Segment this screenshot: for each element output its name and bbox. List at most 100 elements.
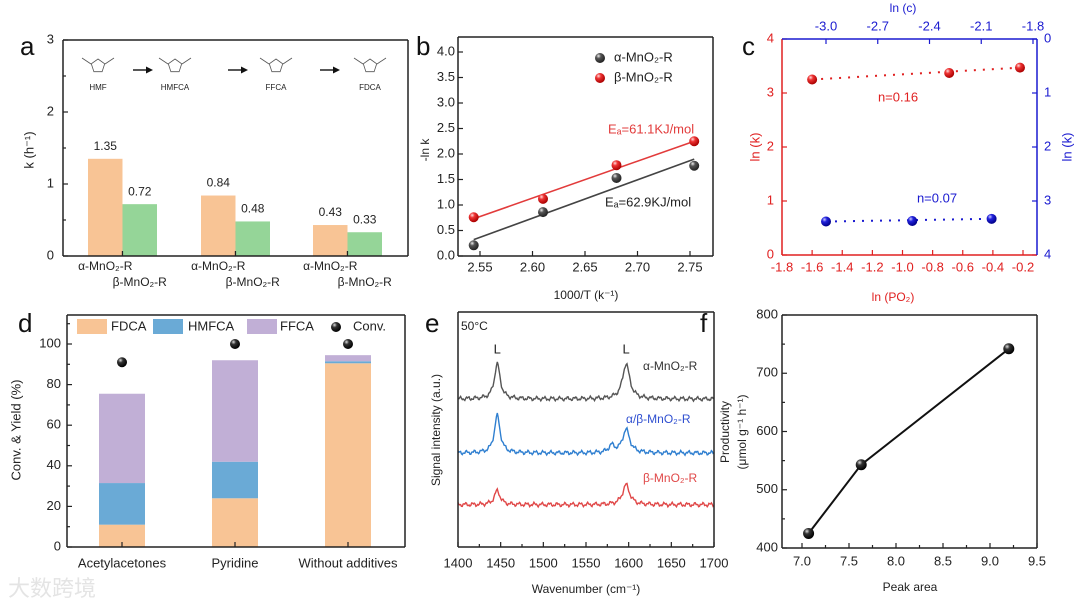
y-tick-label: 400 [756, 539, 778, 554]
peak-label: L [494, 341, 501, 356]
right-tick-label: 4 [1044, 246, 1051, 261]
y-tick-label: 0 [47, 247, 54, 262]
bond [282, 57, 293, 65]
y-axis-title: -ln k [418, 138, 432, 162]
fit-line [473, 158, 695, 241]
y-tick-label: 1 [47, 175, 54, 190]
bar [201, 195, 236, 256]
x-tick-label: 7.0 [793, 553, 811, 568]
series-label: β-MnO₂-R [643, 471, 698, 485]
top-tick-label: -2.7 [867, 18, 889, 33]
legend-label: HMFCA [188, 318, 235, 333]
activation-energy-label: Eₐ=62.9KJ/mol [605, 194, 691, 209]
data-point [821, 216, 831, 227]
data-point [1014, 62, 1025, 73]
data-point [689, 160, 700, 171]
series-label: α/β-MnO₂-R [626, 412, 691, 426]
spectrum-line [457, 482, 715, 509]
y-tick-label: 60 [47, 417, 61, 432]
temperature-label: 50°C [461, 319, 488, 333]
x-tick-label: 2.60 [520, 259, 545, 274]
y-tick-label: 0 [54, 538, 61, 553]
right-tick-label: 2 [1044, 138, 1051, 153]
bar-value-label: 0.48 [241, 202, 265, 216]
bar-value-label: 0.33 [353, 212, 377, 226]
top-tick-label: -2.1 [970, 18, 992, 33]
legend-marker [595, 53, 605, 63]
reaction-order-label: n=0.16 [878, 89, 918, 104]
arrow-head-icon [146, 66, 153, 74]
y-tick-label: 1 [767, 192, 774, 207]
y-axis-title: Signal intensity (a.u.) [429, 374, 443, 486]
x-tick-label: 1550 [572, 555, 601, 570]
bar [122, 204, 157, 256]
y-tick-label: 3.5 [437, 69, 455, 84]
x-tick-label: α-MnO₂-R [191, 259, 246, 273]
bar-value-label: 0.43 [319, 205, 343, 219]
x-tick-label: -0.8 [921, 259, 943, 274]
y-axis-title: Productivity [718, 401, 732, 463]
bar-value-label: 0.84 [207, 176, 231, 190]
legend-swatch [77, 319, 107, 334]
series-line [807, 348, 1010, 535]
y-tick-label: 3.0 [437, 94, 455, 109]
furan-ring-icon [167, 58, 183, 73]
y-tick-label: 0 [767, 246, 774, 261]
y-tick-label: 3 [767, 84, 774, 99]
arrow-head-icon [241, 66, 248, 74]
x-axis-title: 1000/T (k⁻¹) [554, 288, 619, 302]
stacked-bar-segment [212, 360, 258, 462]
y-axis-unit: (μmol g⁻¹ h⁻¹) [735, 395, 749, 470]
data-point [468, 212, 479, 223]
y-tick-label: 2.0 [437, 145, 455, 160]
data-point [1003, 343, 1015, 355]
data-point [611, 172, 622, 183]
y-tick-label: 0.5 [437, 222, 455, 237]
stacked-bar-segment [212, 461, 258, 499]
x-tick-label: 9.5 [1028, 553, 1046, 568]
x-tick-label: Acetylacetones [78, 555, 167, 570]
x-tick-label: 9.0 [981, 553, 999, 568]
molecule-label: FFCA [266, 83, 288, 92]
legend-label: Conv. [353, 318, 386, 333]
reaction-order-label: n=0.07 [917, 190, 957, 205]
x-tick-label: 8.5 [934, 553, 952, 568]
x-tick-label: -1.0 [891, 259, 913, 274]
furan-ring-icon [90, 58, 106, 73]
y-tick-label: 500 [756, 481, 778, 496]
x-tick-label: Pyridine [212, 555, 259, 570]
legend-marker [331, 322, 341, 332]
conversion-point [230, 339, 240, 349]
bond [81, 57, 92, 65]
bar-value-label: 1.35 [94, 139, 118, 153]
furan-ring-icon [362, 58, 378, 73]
panel-a-bar-chart: 0 1 2 3 k (h⁻¹) 1.35 α-MnO₂-R 0.84 α-MnO₂-R 0.43 α… [21, 31, 409, 289]
x-tick-label: β-MnO₂-R [338, 275, 393, 289]
stacked-bar-segment [212, 498, 258, 547]
x-tick-label: 7.5 [840, 553, 858, 568]
y-tick-label: 20 [47, 498, 61, 513]
panel-letter: c [742, 31, 755, 61]
y-tick-label: 700 [756, 365, 778, 380]
y-tick-label: 800 [756, 306, 778, 321]
x-tick-label: -0.2 [1012, 259, 1034, 274]
x-tick-label: 2.75 [677, 259, 702, 274]
x-tick-label: α-MnO₂-R [303, 259, 358, 273]
bar [347, 232, 382, 256]
bond [353, 57, 364, 65]
right-tick-label: 3 [1044, 192, 1051, 207]
data-point [538, 193, 548, 204]
panel-letter: a [20, 31, 35, 61]
y-tick-label: 2 [47, 103, 54, 118]
molecule-label: FDCA [359, 83, 381, 92]
panel-letter: d [18, 308, 32, 338]
data-point [611, 160, 622, 171]
x-tick-label: 1650 [657, 555, 686, 570]
stacked-bar-segment [325, 363, 371, 547]
bond [181, 57, 192, 65]
data-point [944, 68, 955, 79]
legend-label: FDCA [111, 318, 147, 333]
x-tick-label: 1500 [529, 555, 558, 570]
x-tick-label: -1.8 [771, 259, 793, 274]
panel-c-reaction-order-plot: -1.8 -1.6 -1.4 -1.2 -1.0 -0.8 -0.6 -0.4 -0.2 0 1 2 3… [747, 1, 1074, 304]
